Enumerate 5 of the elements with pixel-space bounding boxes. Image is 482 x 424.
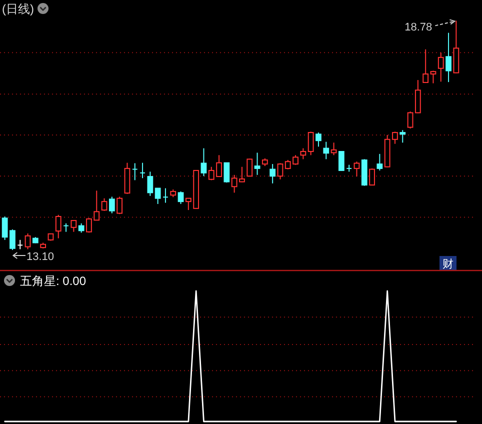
value-label: 18.78 <box>404 22 432 34</box>
value-label: 13.10 <box>26 251 54 263</box>
title: 五角星: 0.00 <box>20 274 86 288</box>
title: (日线) <box>2 2 34 16</box>
annotation: 财 <box>442 258 454 270</box>
